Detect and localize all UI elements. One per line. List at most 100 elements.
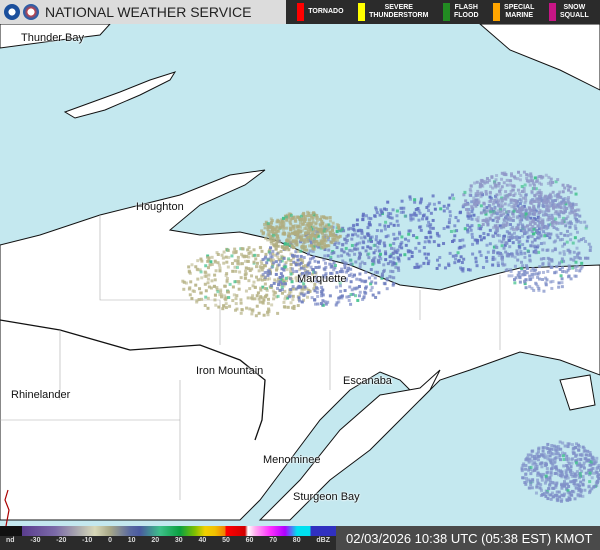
- radar-pixel: [296, 304, 300, 308]
- radar-pixel: [454, 216, 458, 220]
- radar-pixel: [329, 255, 333, 259]
- radar-pixel: [477, 226, 481, 230]
- radar-pixel: [422, 246, 426, 250]
- radar-pixel: [496, 264, 500, 268]
- radar-pixel: [496, 209, 500, 213]
- radar-pixel: [187, 270, 191, 274]
- radar-pixel: [351, 274, 355, 278]
- radar-pixel: [573, 274, 577, 278]
- radar-pixel: [547, 209, 551, 213]
- radar-pixel: [290, 280, 294, 284]
- radar-pixel: [231, 269, 235, 273]
- radar-pixel: [537, 236, 541, 240]
- radar-pixel: [478, 250, 482, 254]
- radar-pixel: [468, 225, 472, 229]
- radar-pixel: [285, 279, 289, 283]
- state-border: [0, 319, 266, 441]
- radar-pixel: [423, 252, 427, 256]
- radar-pixel: [550, 213, 554, 217]
- radar-pixel: [555, 233, 559, 237]
- river: [4, 489, 10, 527]
- radar-pixel: [466, 230, 470, 234]
- radar-pixel: [595, 483, 599, 487]
- radar-pixel: [543, 210, 547, 214]
- radar-pixel: [534, 491, 538, 495]
- radar-pixel: [521, 229, 525, 233]
- radar-pixel: [491, 257, 495, 261]
- radar-pixel: [572, 474, 576, 478]
- radar-pixel: [319, 243, 323, 247]
- radar-pixel: [578, 256, 582, 260]
- radar-pixel: [566, 468, 570, 472]
- radar-pixel: [520, 190, 524, 194]
- radar-pixel: [377, 291, 381, 295]
- scale-tick: dBZ: [316, 537, 330, 544]
- radar-pixel: [369, 288, 373, 292]
- radar-pixel: [443, 266, 447, 270]
- radar-pixel: [529, 465, 533, 469]
- radar-pixel: [343, 266, 347, 270]
- radar-pixel: [268, 248, 272, 252]
- radar-pixel: [496, 184, 500, 188]
- radar-pixel: [508, 193, 512, 197]
- radar-pixel: [239, 298, 243, 302]
- radar-pixel: [366, 226, 370, 230]
- radar-pixel: [581, 483, 585, 487]
- radar-pixel: [578, 467, 582, 471]
- radar-pixel: [191, 289, 195, 293]
- radar-pixel: [515, 209, 519, 213]
- radar-pixel: [307, 261, 311, 265]
- radar-pixel: [187, 265, 191, 269]
- radar-pixel: [582, 466, 586, 470]
- radar-pixel: [396, 266, 400, 270]
- radar-pixel: [398, 245, 402, 249]
- radar-pixel: [531, 469, 535, 473]
- radar-pixel: [226, 265, 230, 269]
- radar-pixel: [492, 200, 496, 204]
- radar-pixel: [347, 294, 351, 298]
- radar-pixel: [474, 198, 478, 202]
- radar-pixel: [289, 218, 293, 222]
- radar-pixel: [537, 199, 541, 203]
- radar-pixel: [524, 286, 528, 290]
- radar-pixel: [408, 197, 412, 201]
- land-north-shore: [0, 23, 112, 49]
- radar-pixel: [277, 283, 281, 287]
- radar-pixel: [559, 203, 563, 207]
- radar-pixel: [479, 225, 483, 229]
- radar-pixel: [549, 471, 553, 475]
- radar-pixel: [448, 196, 452, 200]
- radar-pixel: [516, 225, 520, 229]
- radar-pixel: [562, 269, 566, 273]
- radar-pixel: [570, 471, 574, 475]
- radar-pixel: [575, 254, 579, 258]
- radar-pixel: [305, 274, 309, 278]
- radar-pixel: [383, 224, 387, 228]
- radar-pixel: [545, 207, 549, 211]
- radar-pixel: [463, 227, 467, 231]
- radar-pixel: [481, 184, 485, 188]
- radar-pixel: [393, 262, 397, 266]
- radar-pixel: [307, 221, 311, 225]
- radar-pixel: [583, 449, 587, 453]
- radar-pixel: [562, 492, 566, 496]
- radar-pixel: [464, 202, 468, 206]
- radar-pixel: [552, 240, 556, 244]
- radar-pixel: [264, 220, 268, 224]
- radar-pixel: [311, 225, 315, 229]
- radar-pixel: [350, 288, 354, 292]
- radar-pixel: [500, 244, 504, 248]
- radar-pixel: [375, 235, 379, 239]
- radar-pixel: [181, 279, 185, 283]
- radar-pixel: [309, 229, 313, 233]
- radar-pixel: [265, 289, 269, 293]
- radar-pixel: [307, 218, 311, 222]
- radar-pixel: [369, 282, 373, 286]
- radar-pixel: [418, 249, 422, 253]
- radar-pixel: [525, 266, 529, 270]
- radar-pixel: [496, 215, 500, 219]
- radar-pixel: [308, 249, 312, 253]
- radar-pixel: [216, 261, 220, 265]
- radar-pixel: [329, 265, 333, 269]
